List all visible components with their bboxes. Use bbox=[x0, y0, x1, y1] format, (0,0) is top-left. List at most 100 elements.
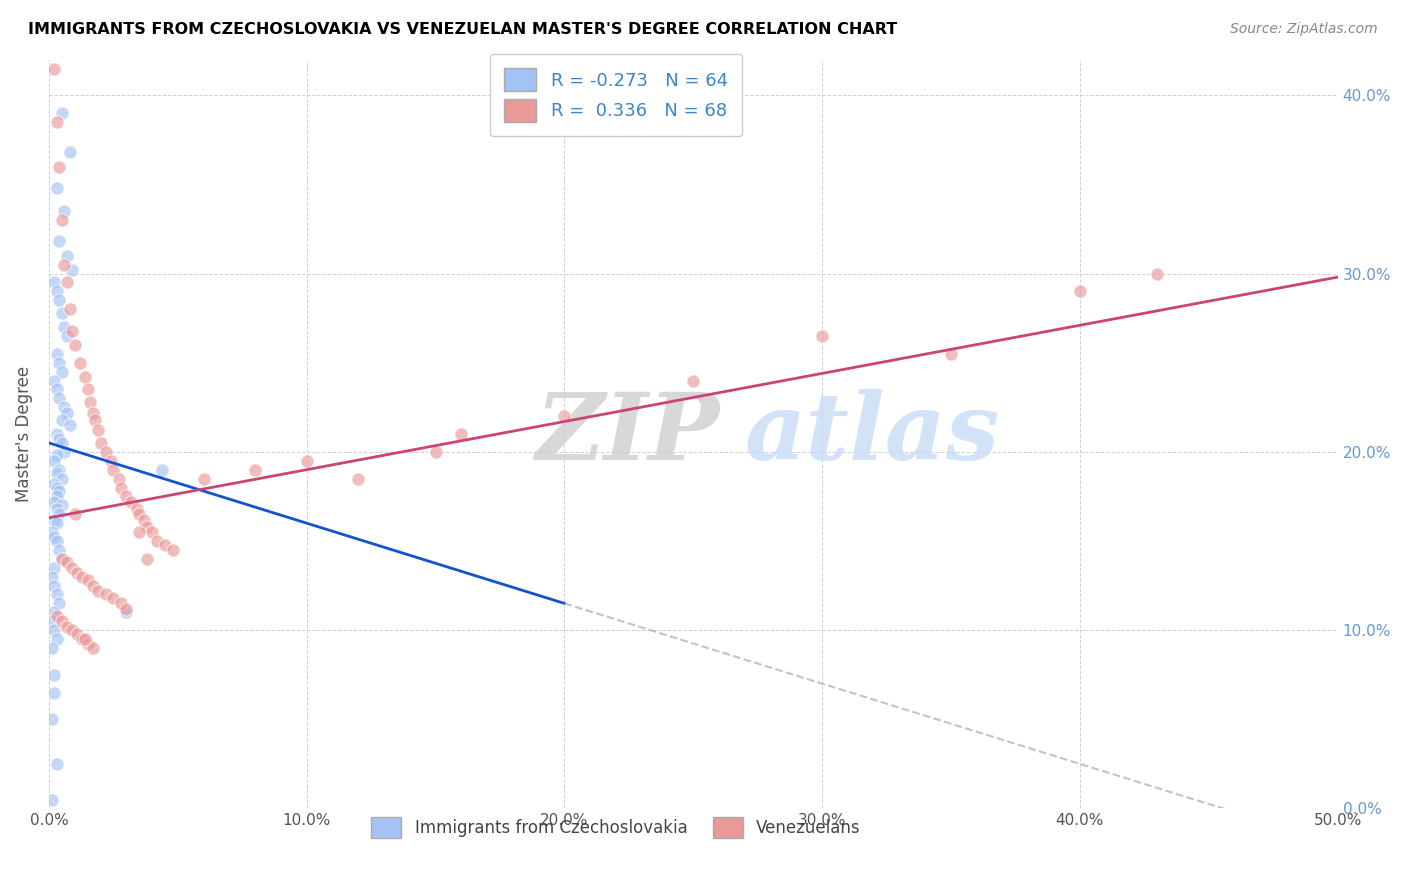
Point bbox=[41, 614, 63, 628]
Point bbox=[42, 531, 65, 545]
Point bbox=[51, 213, 73, 227]
Point bbox=[45, 285, 67, 299]
Point bbox=[60, 623, 83, 637]
Point bbox=[42, 454, 65, 468]
Point bbox=[72, 569, 94, 583]
Point bbox=[72, 632, 94, 646]
Point bbox=[295, 454, 318, 468]
Point bbox=[48, 356, 70, 370]
Point bbox=[107, 472, 129, 486]
Point bbox=[115, 490, 138, 504]
Point bbox=[128, 508, 150, 522]
Point bbox=[56, 249, 79, 263]
Point bbox=[45, 534, 67, 549]
Point bbox=[45, 181, 67, 195]
Point bbox=[76, 573, 98, 587]
Point bbox=[162, 542, 184, 557]
Point bbox=[42, 513, 65, 527]
Point bbox=[56, 619, 79, 633]
Point bbox=[48, 433, 70, 447]
Point bbox=[135, 520, 157, 534]
Point bbox=[76, 383, 98, 397]
Point bbox=[425, 445, 447, 459]
Point bbox=[110, 481, 132, 495]
Point bbox=[51, 436, 73, 450]
Point bbox=[60, 324, 83, 338]
Point bbox=[41, 712, 63, 726]
Point bbox=[82, 406, 104, 420]
Legend: Immigrants from Czechoslovakia, Venezuelans: Immigrants from Czechoslovakia, Venezuel… bbox=[364, 810, 868, 845]
Point bbox=[42, 477, 65, 491]
Point bbox=[134, 513, 156, 527]
Point bbox=[69, 356, 91, 370]
Point bbox=[48, 596, 70, 610]
Point bbox=[42, 578, 65, 592]
Point bbox=[48, 484, 70, 499]
Point bbox=[51, 472, 73, 486]
Point bbox=[58, 302, 80, 317]
Point bbox=[76, 637, 98, 651]
Point bbox=[115, 601, 138, 615]
Point bbox=[1146, 267, 1168, 281]
Point bbox=[42, 495, 65, 509]
Point bbox=[41, 569, 63, 583]
Point bbox=[45, 115, 67, 129]
Point bbox=[53, 401, 76, 415]
Text: IMMIGRANTS FROM CZECHOSLOVAKIA VS VENEZUELAN MASTER'S DEGREE CORRELATION CHART: IMMIGRANTS FROM CZECHOSLOVAKIA VS VENEZU… bbox=[28, 22, 897, 37]
Point bbox=[60, 263, 83, 277]
Point bbox=[45, 587, 67, 601]
Point bbox=[45, 502, 67, 516]
Point bbox=[51, 413, 73, 427]
Point bbox=[41, 640, 63, 655]
Point bbox=[51, 365, 73, 379]
Point bbox=[42, 667, 65, 681]
Point bbox=[193, 472, 215, 486]
Point bbox=[125, 502, 148, 516]
Point bbox=[103, 463, 125, 477]
Point bbox=[84, 413, 107, 427]
Point bbox=[103, 591, 125, 605]
Point bbox=[811, 329, 834, 343]
Point bbox=[53, 320, 76, 334]
Text: ZIP: ZIP bbox=[534, 389, 718, 479]
Point bbox=[41, 525, 63, 540]
Point bbox=[89, 436, 111, 450]
Point bbox=[73, 370, 96, 384]
Point bbox=[82, 578, 104, 592]
Point bbox=[45, 516, 67, 531]
Point bbox=[48, 508, 70, 522]
Point bbox=[45, 632, 67, 646]
Y-axis label: Master's Degree: Master's Degree bbox=[15, 366, 32, 502]
Point bbox=[63, 508, 86, 522]
Point bbox=[45, 449, 67, 463]
Point bbox=[45, 467, 67, 481]
Point bbox=[939, 347, 962, 361]
Point bbox=[42, 276, 65, 290]
Point bbox=[243, 463, 266, 477]
Point bbox=[100, 454, 122, 468]
Point bbox=[120, 495, 142, 509]
Point bbox=[48, 160, 70, 174]
Point bbox=[553, 409, 575, 424]
Point bbox=[1069, 285, 1091, 299]
Point bbox=[150, 463, 173, 477]
Point bbox=[51, 551, 73, 566]
Point bbox=[56, 329, 79, 343]
Point bbox=[51, 499, 73, 513]
Point bbox=[94, 587, 117, 601]
Point bbox=[87, 424, 110, 438]
Point bbox=[51, 106, 73, 120]
Point bbox=[51, 551, 73, 566]
Point bbox=[66, 626, 89, 640]
Point bbox=[51, 306, 73, 320]
Point bbox=[56, 555, 79, 569]
Point bbox=[48, 293, 70, 308]
Point bbox=[45, 608, 67, 623]
Point bbox=[110, 596, 132, 610]
Point bbox=[94, 445, 117, 459]
Point bbox=[48, 463, 70, 477]
Point bbox=[135, 551, 157, 566]
Point bbox=[87, 583, 110, 598]
Point bbox=[347, 472, 370, 486]
Point bbox=[45, 347, 67, 361]
